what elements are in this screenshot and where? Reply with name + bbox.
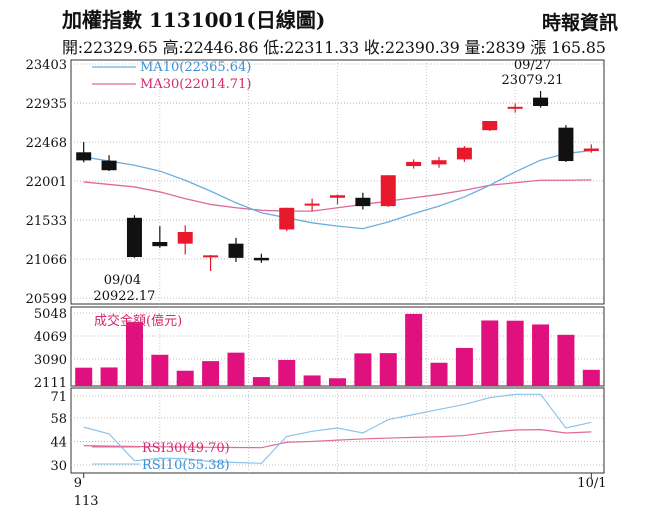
high-date-annotation: 09/27 xyxy=(514,58,551,73)
candle-body xyxy=(126,217,142,258)
volume-bar xyxy=(329,378,346,386)
rsi10-legend: RSI10(55.38) xyxy=(142,458,230,473)
x-tick-end-date: 10/1 xyxy=(577,476,606,491)
volume-bar xyxy=(354,353,372,386)
volume-bar xyxy=(252,377,270,386)
ma10-line xyxy=(83,149,592,230)
low-value-annotation: 20922.17 xyxy=(93,289,155,304)
candle-body xyxy=(583,148,599,152)
volume-bar xyxy=(278,359,296,386)
x-tick-month: 9 xyxy=(74,476,82,491)
high-value-annotation: 23079.21 xyxy=(502,73,564,88)
volume-bar xyxy=(100,367,118,386)
candle-body xyxy=(177,231,193,244)
price-y-tick-label: 23403 xyxy=(26,58,67,73)
volume-y-tick-label: 3090 xyxy=(34,353,67,368)
x-tick-year: 113 xyxy=(74,494,99,509)
legend-ma10: MA10(22365.64) xyxy=(140,60,251,75)
volume-y-tick-label: 5048 xyxy=(34,307,67,322)
candle-body xyxy=(482,120,498,131)
volume-bar xyxy=(227,352,245,386)
low-date-annotation: 09/04 xyxy=(104,273,141,288)
volume-bar xyxy=(506,320,524,386)
chart-title: 加權指數 1131001(日線圖) xyxy=(62,8,326,32)
candle-body xyxy=(76,152,92,161)
candle-body xyxy=(330,195,345,198)
legend-ma30: MA30(22014.71) xyxy=(140,77,251,92)
candle-body xyxy=(253,257,269,261)
volume-bar xyxy=(151,354,169,386)
volume-bar xyxy=(303,375,321,386)
rsi10-line xyxy=(83,393,592,464)
rsi-y-tick-label: 58 xyxy=(50,412,67,427)
candle-body xyxy=(507,106,523,109)
volume-bar xyxy=(557,334,575,386)
volume-bar xyxy=(532,324,550,386)
volume-bar xyxy=(582,369,600,386)
volume-y-tick-label: 2111 xyxy=(34,376,67,391)
rsi30-legend: RSI30(49.70) xyxy=(142,441,230,456)
price-y-tick-label: 22001 xyxy=(26,175,67,190)
candle-body xyxy=(228,243,244,258)
volume-bar xyxy=(202,361,220,386)
price-y-tick-label: 21533 xyxy=(26,214,67,229)
ma30-line xyxy=(83,179,592,212)
candle-body xyxy=(558,127,574,162)
candle-body xyxy=(304,203,320,206)
volume-bar xyxy=(379,353,397,386)
volume-bar xyxy=(176,370,194,386)
candle-body xyxy=(355,197,371,207)
price-y-tick-label: 21066 xyxy=(26,253,67,268)
candle-body xyxy=(380,175,396,207)
volume-bar xyxy=(125,322,143,386)
rsi-y-tick-label: 30 xyxy=(50,459,67,474)
candle-body xyxy=(456,147,472,160)
candle-body xyxy=(279,207,295,230)
volume-bar xyxy=(430,362,448,386)
rsi-y-tick-label: 71 xyxy=(50,390,67,405)
candle-body xyxy=(406,161,422,167)
candle-body xyxy=(533,97,549,106)
volume-bar xyxy=(481,320,499,386)
candle-body xyxy=(203,255,219,258)
candle-body xyxy=(431,160,447,165)
volume-bar xyxy=(455,347,473,386)
ohlc-summary: 開:22329.65 高:22446.86 低:22311.33 收:22390… xyxy=(62,38,606,57)
price-y-tick-label: 22468 xyxy=(26,136,67,151)
price-y-tick-label: 22935 xyxy=(26,97,67,112)
chart-source: 時報資訊 xyxy=(541,12,618,34)
rsi30-line xyxy=(83,429,592,449)
candle-body xyxy=(152,242,168,247)
candle-body xyxy=(101,160,117,171)
rsi-y-tick-label: 44 xyxy=(50,435,67,450)
volume-title: 成交金額(億元) xyxy=(94,313,182,329)
volume-y-tick-label: 4069 xyxy=(34,330,67,345)
volume-bar xyxy=(405,313,423,386)
price-y-tick-label: 20599 xyxy=(26,292,67,307)
volume-bar xyxy=(75,367,93,386)
